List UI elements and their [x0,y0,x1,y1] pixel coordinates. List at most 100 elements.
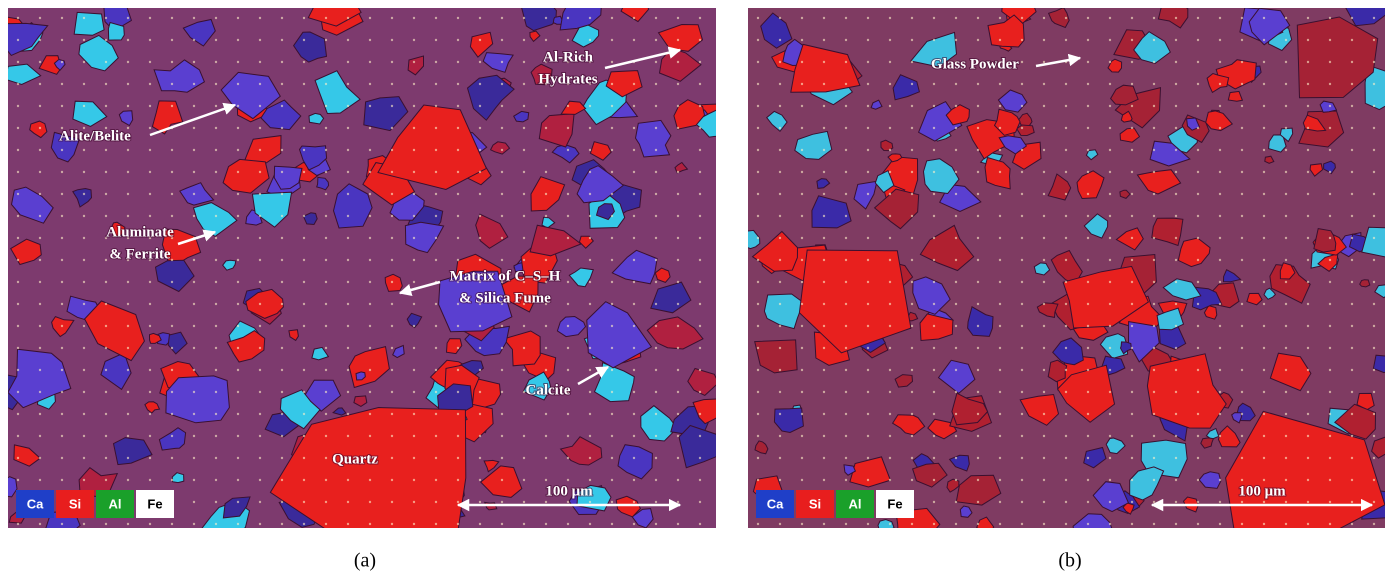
spot [1043,105,1045,107]
spot [237,457,239,459]
spot [1219,303,1221,305]
spot [1065,501,1067,503]
spot [237,523,239,525]
spot [1043,259,1045,261]
spot [845,523,847,525]
spot [1373,303,1375,305]
spot [699,391,701,393]
spot [801,303,803,305]
spot [867,369,869,371]
spot [1285,215,1287,217]
spot [215,127,217,129]
spot [823,237,825,239]
spot [699,413,701,415]
spot [1329,127,1331,129]
spot [281,479,283,481]
spot [1329,347,1331,349]
spot [1241,413,1243,415]
spot [823,149,825,151]
spot [611,501,613,503]
spot [413,501,415,503]
spot [1219,17,1221,19]
spot [83,105,85,107]
spot [105,347,107,349]
spot [1329,281,1331,283]
spot [281,149,283,151]
spot [1065,347,1067,349]
spot [1109,105,1111,107]
spot [237,281,239,283]
spot [1175,83,1177,85]
spot [545,105,547,107]
spot [171,435,173,437]
spot [999,171,1001,173]
spot [677,171,679,173]
spot [105,369,107,371]
spot [479,127,481,129]
spot [757,61,759,63]
spot [1021,193,1023,195]
spot [17,105,19,107]
spot [1175,391,1177,393]
spot [215,369,217,371]
spot [757,281,759,283]
spot [193,391,195,393]
spot [1087,17,1089,19]
spot [61,435,63,437]
spot [369,17,371,19]
spot [1043,149,1045,151]
spot [1285,259,1287,261]
spot [1329,39,1331,41]
spot [1131,501,1133,503]
spot [955,347,957,349]
spot [501,83,503,85]
spot [237,193,239,195]
spot [567,435,569,437]
spot [633,413,635,415]
spot [1373,479,1375,481]
spot [801,17,803,19]
spot [1131,193,1133,195]
spot [801,105,803,107]
spot [1131,171,1133,173]
spot [435,193,437,195]
spot [281,523,283,525]
spot [303,435,305,437]
spot [867,105,869,107]
annotation: Al-Rich [543,49,594,65]
spot [1351,193,1353,195]
spot [1043,435,1045,437]
spot [1065,369,1067,371]
spot [501,413,503,415]
spot [699,479,701,481]
spot [655,193,657,195]
spot [501,347,503,349]
spot [83,193,85,195]
spot [867,479,869,481]
spot [413,523,415,525]
spot [479,215,481,217]
spot [1065,39,1067,41]
spot [955,413,957,415]
spot [303,523,305,525]
spot [779,83,781,85]
spot [523,193,525,195]
spot [1087,259,1089,261]
spot [149,193,151,195]
spot [457,105,459,107]
spot [977,369,979,371]
spot [1241,17,1243,19]
spot [413,281,415,283]
spot [237,325,239,327]
spot [867,303,869,305]
spot [457,479,459,481]
spot [1131,259,1133,261]
spot [955,127,957,129]
spot [325,259,327,261]
spot [801,479,803,481]
spot [39,61,41,63]
spot [589,457,591,459]
spot [889,347,891,349]
spot [801,325,803,327]
spot [39,193,41,195]
